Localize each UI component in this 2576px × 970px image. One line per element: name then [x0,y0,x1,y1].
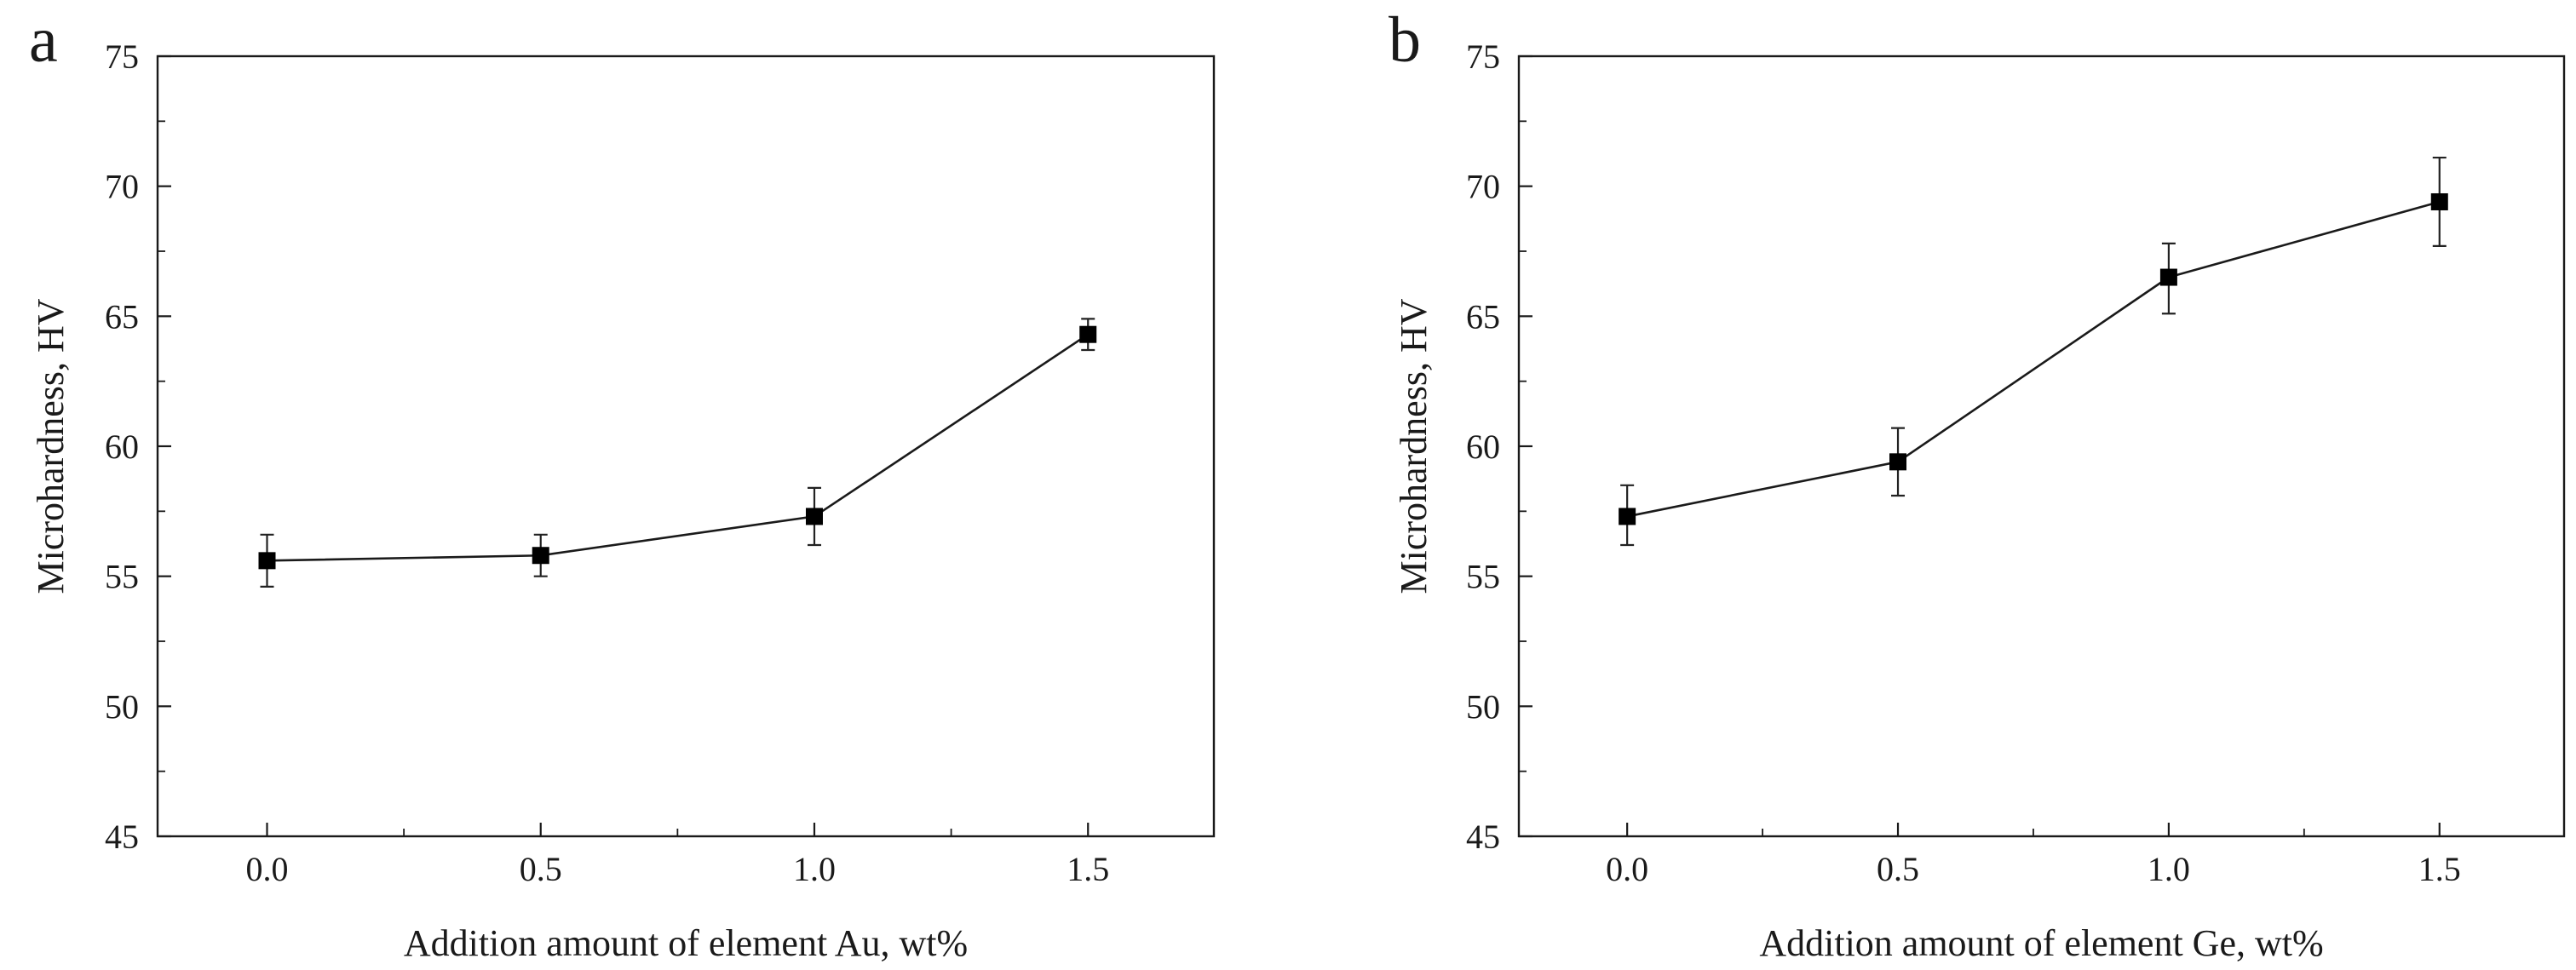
x-tick-label: 0.5 [1877,850,1919,888]
y-tick-label: 70 [1466,168,1500,206]
plot-frame [156,55,1216,838]
data-point [2430,192,2448,210]
y-axis-label: Microhardness, HV [1393,298,1435,594]
x-tick-label: 1.5 [1067,850,1109,888]
y-tick-label: 65 [1466,297,1500,336]
data-point [1889,453,1907,471]
y-tick-label: 45 [105,818,139,856]
y-axis-label: Microhardness, HV [30,298,72,594]
panel-b: 45 50 55 60 65 70 75 0.0 0.5 1.0 1.5 Addition amoun… [1389,4,2566,964]
panel-letter: b [1389,4,1421,76]
x-tick-label: 0.0 [245,850,288,888]
x-tick-label: 0.0 [1606,850,1648,888]
x-tick-label: 1.5 [2418,850,2461,888]
x-axis-label: Addition amount of element Ge, wt% [1759,922,2323,964]
y-tick-label: 55 [1466,558,1500,596]
plot-frame [1517,55,2566,838]
data-point [1619,508,1636,525]
data-point [532,547,549,565]
data-point [805,508,823,525]
y-tick-label: 75 [105,37,139,76]
x-tick-label: 0.5 [520,850,562,888]
series-line [267,333,1089,562]
x-tick-label: 1.0 [2148,850,2190,888]
y-tick-label: 60 [1466,428,1500,466]
y-tick-label: 55 [105,558,139,596]
panel-a: 45 50 55 60 65 70 75 0.0 0.5 1.0 1.5 Addition amoun… [29,4,1216,964]
data-point [258,552,276,570]
y-tick-label: 70 [105,168,139,206]
y-tick-label: 50 [105,687,139,726]
y-tick-label: 45 [1466,818,1500,856]
series-line [1626,200,2441,518]
data-point [2159,268,2177,286]
panel-letter: a [29,4,58,76]
y-tick-label: 65 [105,297,139,336]
y-tick-label: 60 [105,428,139,466]
x-axis-label: Addition amount of element Au, wt% [404,922,968,964]
y-tick-label: 75 [1466,37,1500,76]
x-tick-label: 1.0 [793,850,836,888]
data-point [1079,325,1097,343]
y-tick-label: 50 [1466,687,1500,726]
